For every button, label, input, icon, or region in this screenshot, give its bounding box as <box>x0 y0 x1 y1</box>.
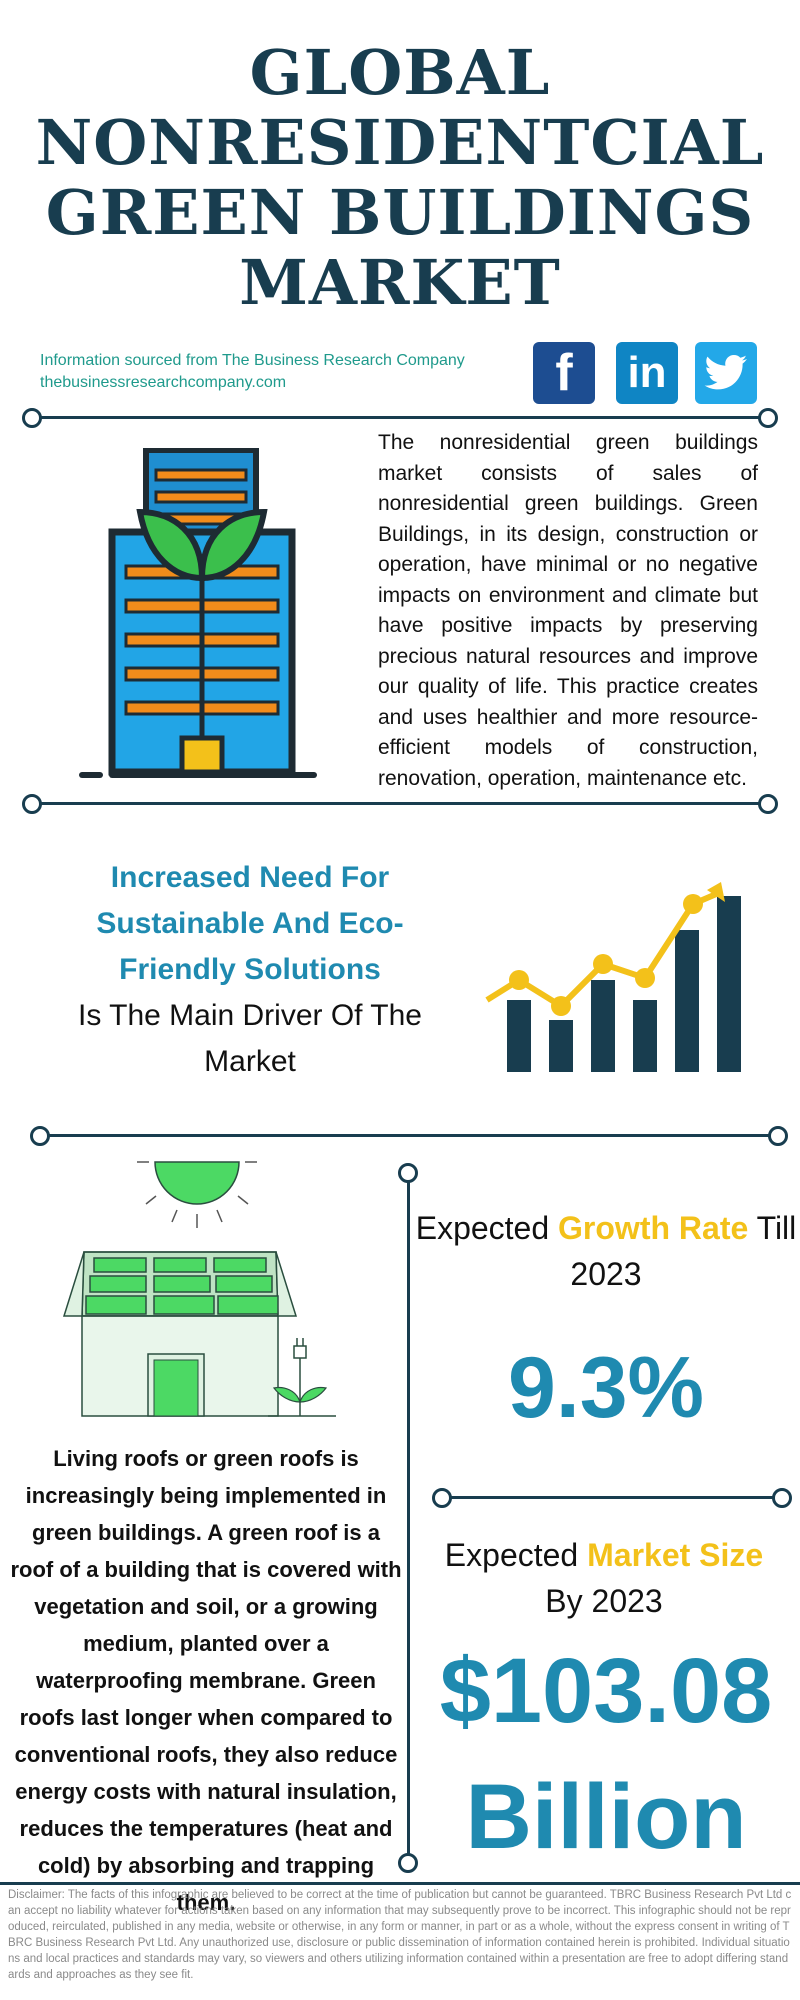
source-credit: Information sourced from The Business Re… <box>40 350 465 394</box>
page-title: GLOBAL NONRESIDENTCIAL GREEN BUILDINGS M… <box>0 38 800 318</box>
driver-text: Is The Main Driver Of The Market <box>77 999 422 1078</box>
green-roof-paragraph: Living roofs or green roofs is increasin… <box>10 1446 402 1915</box>
divider-dot <box>22 408 42 428</box>
source-line: Information sourced from The Business Re… <box>40 352 465 369</box>
title-line: NONRESIDENTCIAL <box>35 106 765 179</box>
divider-dot <box>398 1853 418 1873</box>
linkedin-glyph: in <box>627 348 667 397</box>
linkedin-icon[interactable]: in <box>616 342 678 404</box>
divider-dot <box>30 1126 50 1146</box>
divider-dot <box>772 1488 792 1508</box>
divider-dot <box>398 1163 418 1183</box>
green-building-illustration <box>79 448 317 778</box>
growth-label-before: Expected <box>415 1210 559 1246</box>
disclaimer: Disclaimer: The facts of this infographi… <box>8 1889 792 1981</box>
title-line: GREEN BUILDINGS <box>45 176 755 249</box>
title-line: GLOBAL <box>249 36 551 109</box>
growth-label-after: Till <box>748 1210 797 1246</box>
source-url[interactable]: thebusinessresearchcompany.com <box>40 374 287 391</box>
divider <box>32 416 768 419</box>
intro-paragraph: The nonresidential green buildings marke… <box>378 431 758 790</box>
title-line: MARKET <box>239 246 561 319</box>
divider-dot <box>22 794 42 814</box>
divider-dot <box>758 408 778 428</box>
market-size-value: $103.08 <box>439 1640 773 1742</box>
growth-rate-value: 9.3% <box>507 1340 705 1436</box>
vertical-divider <box>407 1172 410 1866</box>
driver-highlight: Increased Need For Sustainable And Eco-F… <box>96 861 404 986</box>
divider <box>40 1134 778 1137</box>
divider <box>442 1496 782 1499</box>
facebook-glyph: f <box>555 344 573 402</box>
market-size-label: Expected Market Size <box>410 1532 798 1578</box>
solar-house-illustration <box>62 1161 336 1417</box>
growth-rate-year: 2023 <box>570 1256 642 1292</box>
twitter-icon[interactable] <box>695 342 757 404</box>
market-label-accent: Market Size <box>587 1537 764 1573</box>
divider <box>32 802 768 805</box>
growth-rate-label: Expected Growth Rate Till <box>412 1205 800 1251</box>
growth-label-accent: Growth Rate <box>558 1210 749 1246</box>
divider-dot <box>432 1488 452 1508</box>
growth-chart-icon <box>485 882 741 1072</box>
market-size-unit: Billion <box>465 1766 747 1868</box>
divider-dot <box>758 794 778 814</box>
facebook-icon[interactable]: f <box>533 342 595 404</box>
market-label-before: Expected <box>444 1537 588 1573</box>
divider-dot <box>768 1126 788 1146</box>
footer-divider <box>0 1882 800 1885</box>
twitter-bird-icon <box>704 355 747 390</box>
market-size-year: By 2023 <box>545 1583 663 1619</box>
